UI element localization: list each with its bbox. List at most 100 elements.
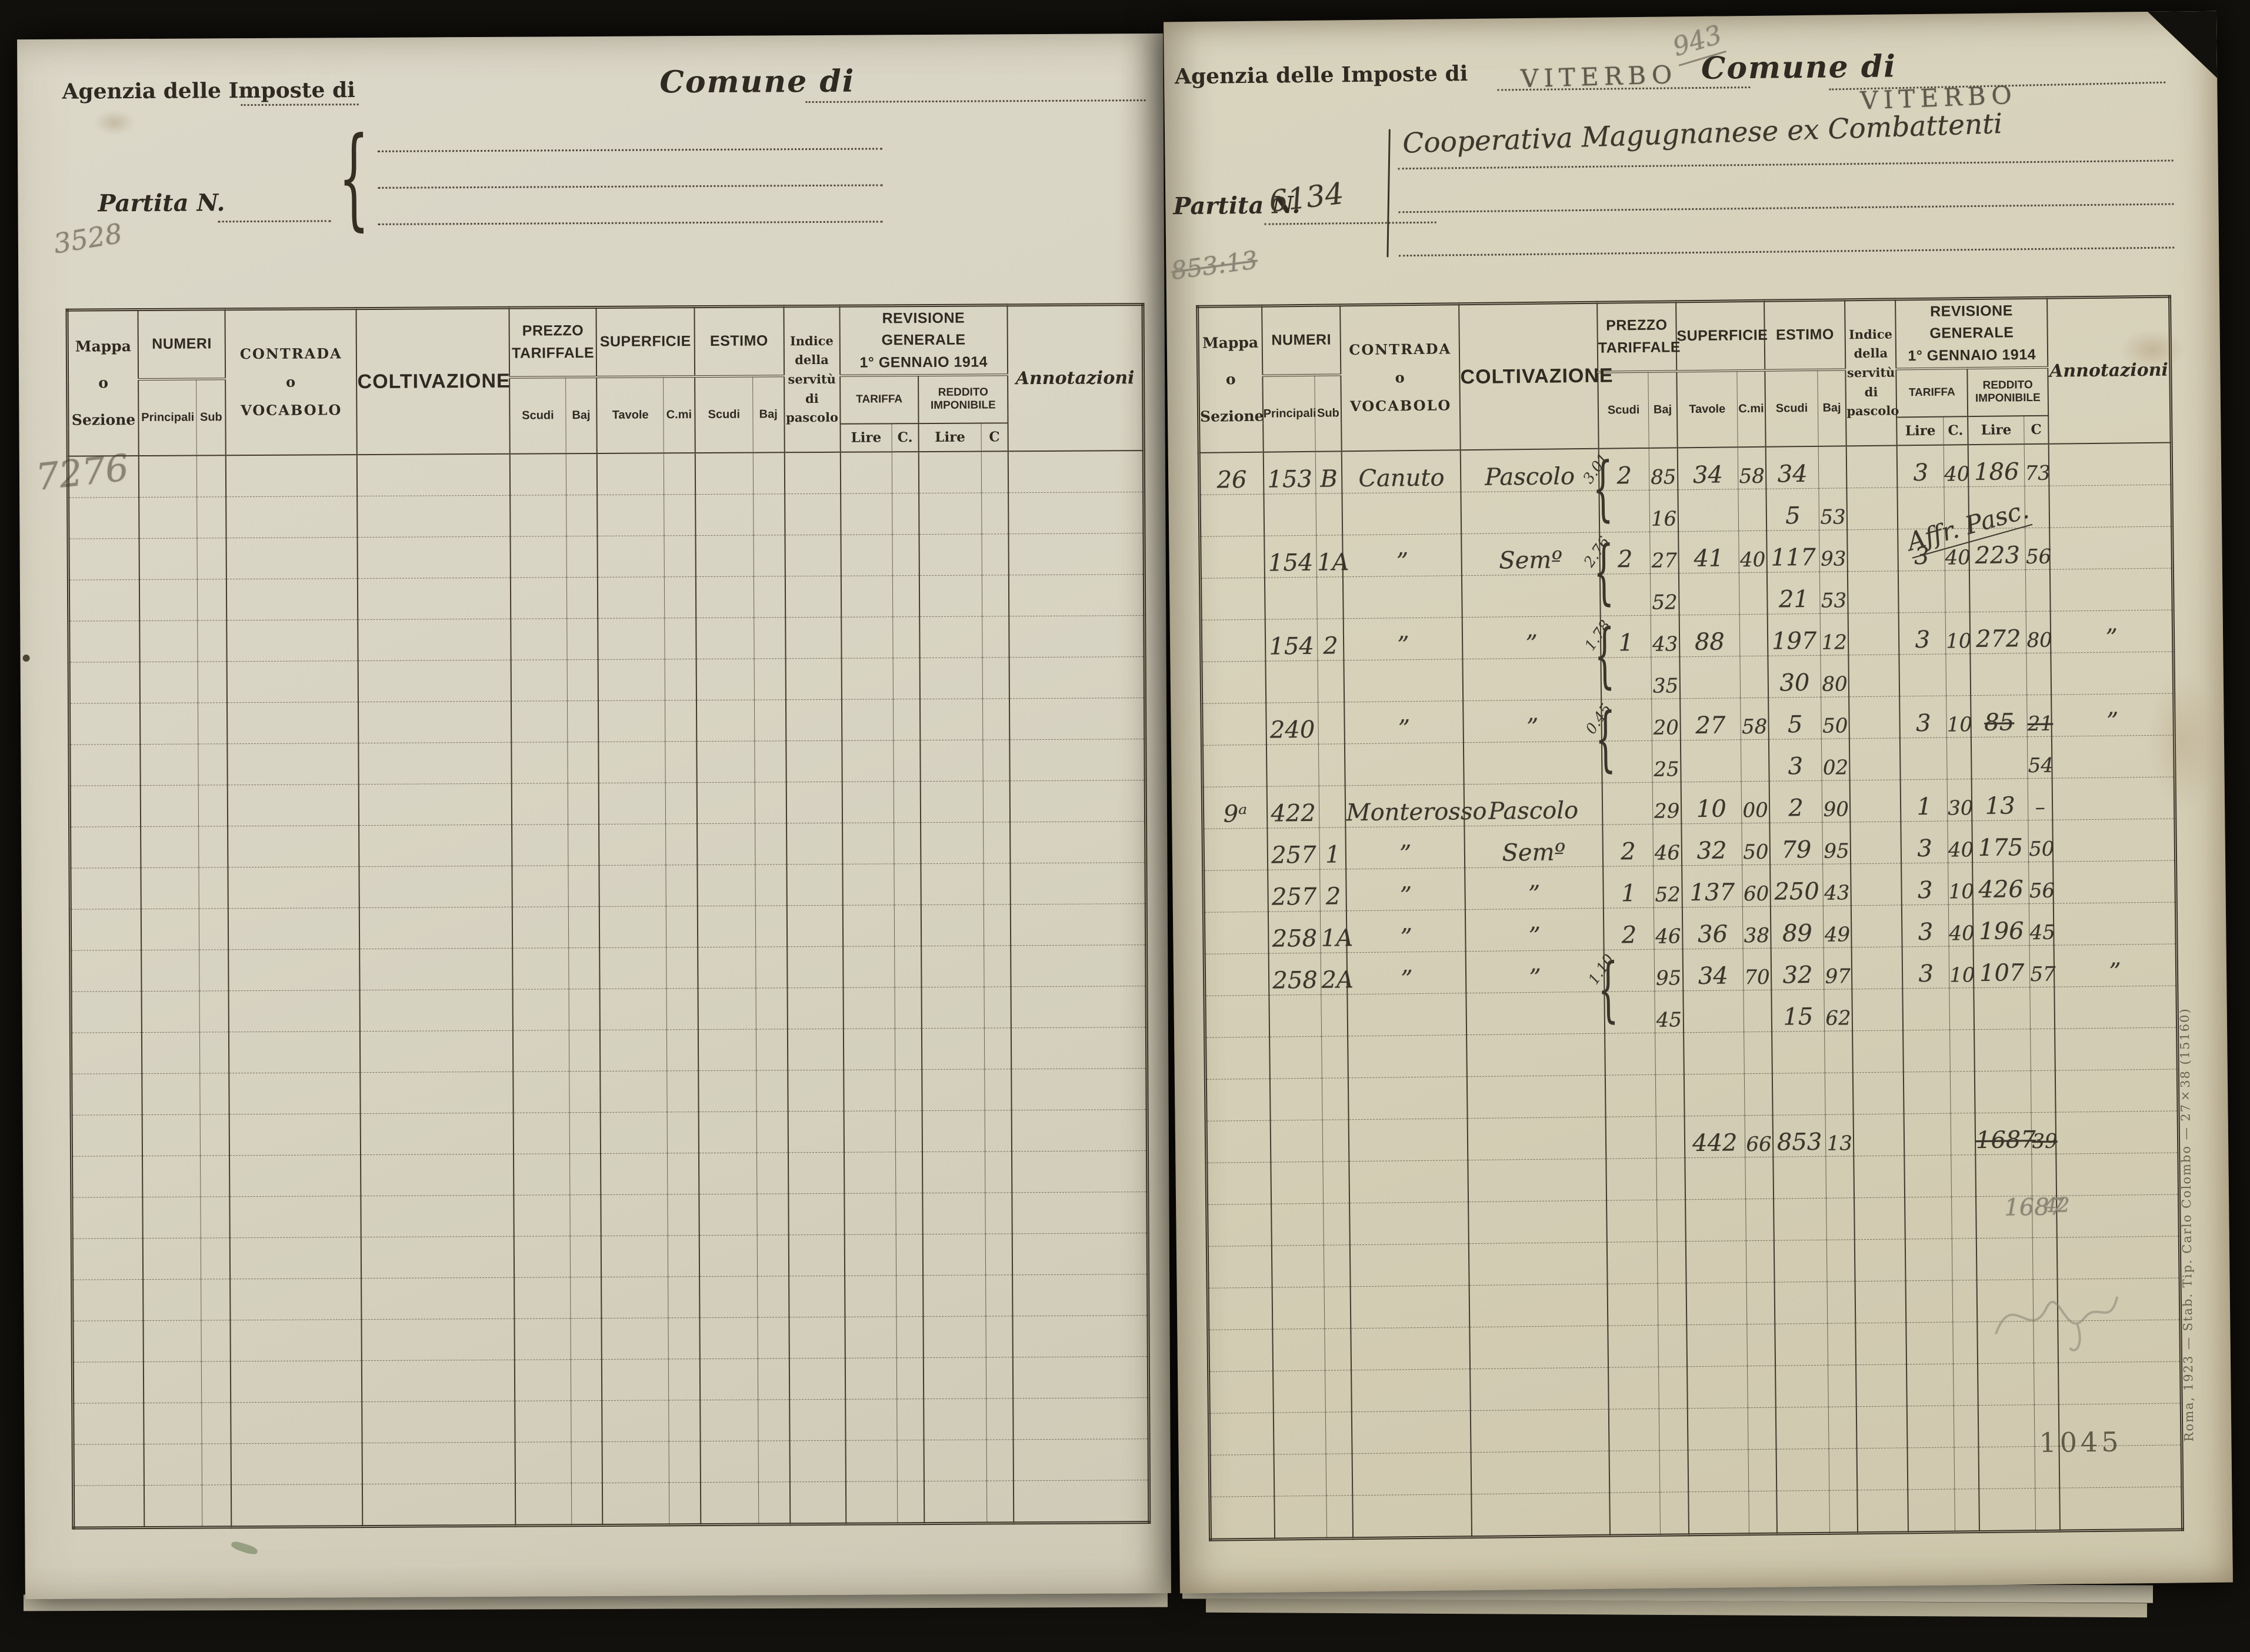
- cell: [893, 740, 921, 782]
- cell: 5: [1766, 488, 1819, 530]
- cell: 97: [1824, 947, 1852, 989]
- cell: [227, 743, 359, 785]
- cell: [1954, 1489, 1979, 1532]
- header-cmi: C.mi: [663, 376, 695, 453]
- cell: [696, 658, 755, 700]
- table-row: [72, 1315, 1149, 1362]
- cell: ”: [1465, 949, 1605, 993]
- cell: [924, 1439, 987, 1481]
- handwritten-value: 240: [1269, 716, 1315, 744]
- cell: [844, 1152, 896, 1193]
- cell: [1952, 1280, 1978, 1322]
- handwritten-value: 58: [1741, 715, 1768, 739]
- cell: [893, 699, 921, 740]
- cell: [68, 455, 139, 498]
- cell: 196: [1972, 903, 2030, 946]
- cell: [1009, 821, 1146, 863]
- cell: ”: [1344, 617, 1463, 660]
- cell: [199, 990, 229, 1032]
- cell: 00: [1741, 780, 1770, 823]
- cell: 3: [1899, 695, 1947, 738]
- cell: [2059, 1486, 2183, 1531]
- cell: [198, 702, 228, 744]
- handwritten-value: 257: [1271, 841, 1316, 869]
- header-scudi: Scudi: [694, 376, 754, 453]
- cell: [201, 1320, 231, 1361]
- handwritten-value: 853: [1776, 1128, 1822, 1156]
- cell: [785, 575, 841, 618]
- handwritten-value: 10: [1946, 629, 1972, 653]
- divider-line: [1386, 129, 1391, 258]
- agenzia-value-stamp: VITERBO: [1520, 59, 1678, 94]
- cell: [1209, 1412, 1274, 1455]
- cell: [1974, 987, 2031, 1030]
- cell: [981, 450, 1009, 493]
- table-row: [71, 1150, 1148, 1197]
- handwritten-value: 3: [1917, 835, 1933, 862]
- cell: [700, 1440, 759, 1483]
- cell: [1852, 1030, 1904, 1073]
- cell: [1951, 1154, 1976, 1197]
- cell: [892, 534, 920, 576]
- cell: [228, 825, 359, 867]
- cell: [1907, 1405, 1955, 1448]
- cell: [1686, 1324, 1748, 1367]
- cell: [1345, 742, 1464, 786]
- cell: [143, 1320, 202, 1362]
- handwritten-value: 30: [1779, 669, 1810, 697]
- cell: [668, 1317, 700, 1359]
- cell: [1659, 1450, 1689, 1492]
- cell: 29: [1652, 782, 1682, 824]
- cell: [664, 535, 696, 577]
- cell: [72, 1361, 144, 1403]
- header-reddito: REDDITO IMPONIBILE: [1967, 367, 2049, 416]
- cell: 39: [2031, 1112, 2058, 1154]
- cell: [1349, 1202, 1469, 1245]
- table-row: [73, 1480, 1149, 1528]
- cell: 30: [1768, 655, 1821, 697]
- cell: 257: [1267, 827, 1320, 870]
- cell: ”: [2050, 609, 2174, 653]
- cell: [1656, 1199, 1686, 1241]
- cell: [1743, 989, 1772, 1032]
- cell: [1608, 1324, 1659, 1367]
- cell: ”: [1465, 907, 1604, 952]
- cell: [359, 824, 512, 867]
- cell: [1773, 1156, 1826, 1199]
- table-header: Mappa o Sezione NUMERI CONTRADA o VOCABO…: [1198, 296, 2172, 452]
- cell: [1951, 1196, 1976, 1239]
- cell: [512, 824, 568, 866]
- cell: Pascolo: [1460, 448, 1599, 492]
- cell: [982, 780, 1010, 822]
- cell: [69, 744, 141, 786]
- cell: [2034, 1362, 2059, 1405]
- cell: [985, 1151, 1012, 1193]
- cell: [2056, 1194, 2180, 1237]
- cell: [895, 1152, 923, 1193]
- handwritten-value: 2: [1325, 882, 1341, 910]
- cell: [1900, 737, 1948, 780]
- cell: [896, 1357, 924, 1399]
- cell: [569, 1153, 601, 1195]
- cell: [1012, 1192, 1148, 1234]
- cell: 1: [1900, 779, 1948, 822]
- cell: [197, 538, 227, 579]
- handwritten-value: ”: [1528, 922, 1541, 950]
- cell: [982, 698, 1010, 740]
- cell: [601, 1317, 669, 1359]
- cell: 1A: [1316, 535, 1349, 577]
- cell: [1855, 1322, 1907, 1365]
- cell: [789, 1440, 846, 1482]
- cell: [569, 1070, 601, 1113]
- cell: [1012, 1315, 1149, 1357]
- cell: [70, 950, 142, 992]
- cell: 117: [1766, 529, 1820, 572]
- cell: [1347, 993, 1467, 1036]
- cell: [697, 864, 756, 906]
- cell: [1264, 576, 1318, 619]
- cell: [1905, 1280, 1953, 1323]
- handwritten-value: ”: [1529, 964, 1542, 992]
- cell: 52: [1653, 865, 1682, 907]
- cell: [359, 865, 513, 908]
- cell: 1A: [1320, 910, 1353, 953]
